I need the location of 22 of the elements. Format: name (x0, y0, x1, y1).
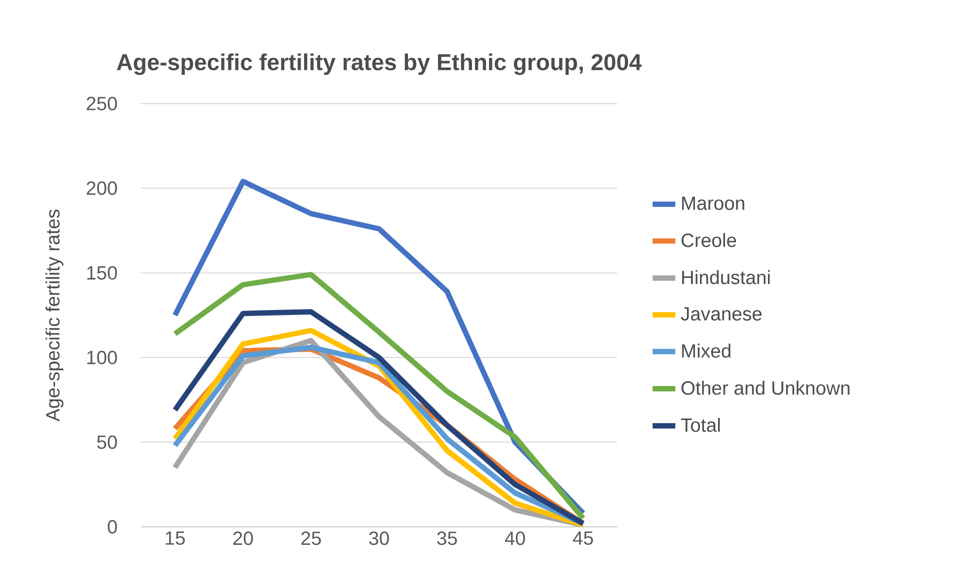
legend-label: Creole (682, 233, 736, 248)
legend-label: Total (681, 418, 720, 432)
y-tick-label: 200 (86, 181, 117, 195)
x-tick-label: 40 (504, 532, 525, 546)
x-tick-label: 45 (572, 531, 593, 545)
x-tick-label: 30 (369, 532, 389, 546)
y-axis-title: Age-specific fertility rates (46, 210, 64, 422)
y-tick-label: 250 (86, 96, 117, 110)
x-tick-label: 15 (166, 531, 185, 545)
y-tick-label: 100 (87, 350, 117, 364)
x-tick-label: 20 (233, 532, 253, 546)
legend-label: Javanese (680, 307, 762, 321)
legend-label: Other and Unknown (681, 380, 850, 395)
x-tick-label: 25 (301, 532, 321, 546)
legend-label: Hindustani (682, 270, 770, 284)
legend-label: Maroon (682, 196, 744, 210)
y-tick-label: 150 (87, 266, 117, 280)
y-tick-label: 0 (108, 520, 117, 534)
y-tick-label: 50 (97, 435, 117, 449)
x-tick-label: 35 (437, 532, 457, 546)
chart-title: Age-specific fertility rates by Ethnic group, 2004 (116, 53, 642, 75)
legend-label: Mixed (682, 344, 730, 358)
